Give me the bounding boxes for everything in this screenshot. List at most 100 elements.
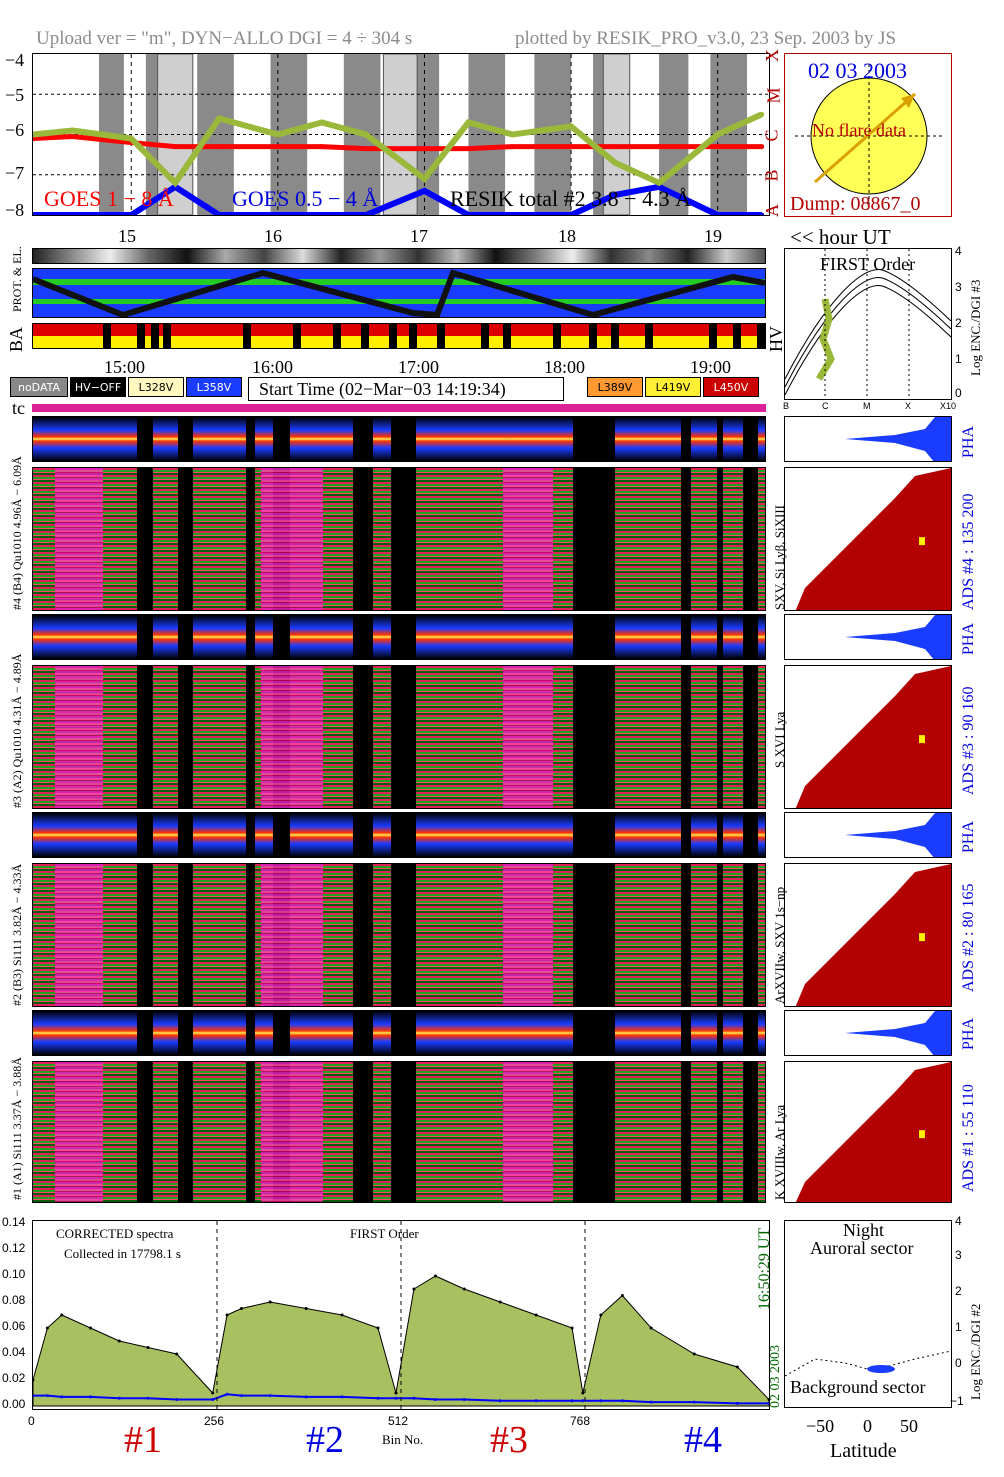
hour-tick: 18 xyxy=(558,226,576,246)
orbit-ytick: 3 xyxy=(955,1248,962,1262)
magenta-band xyxy=(503,864,553,1006)
hv-off-column xyxy=(743,813,758,857)
hv-off-column xyxy=(178,1062,193,1202)
hv-off-column xyxy=(681,666,691,808)
spectrogram-3 xyxy=(32,665,766,809)
goes-class-m: M xyxy=(763,87,784,104)
hv-off-column xyxy=(353,615,373,659)
spectrum-ytick: 0.06 xyxy=(2,1319,26,1333)
first-order-point xyxy=(394,1396,398,1400)
first-order-panel xyxy=(784,248,952,400)
ads-histogram-2 xyxy=(784,863,952,1007)
first-order-point xyxy=(498,1399,502,1403)
tc-label: tc xyxy=(12,398,25,418)
hv-off-column xyxy=(717,468,723,610)
pha-histogram-shape xyxy=(845,1011,951,1055)
legend-l450: L450V xyxy=(703,377,759,397)
hv-off-column xyxy=(717,615,723,659)
header-right: plotted by RESIK_PRO_v3.0, 23 Sep. 2003 … xyxy=(515,28,897,49)
hv-off-column xyxy=(391,468,416,610)
hv-off-column xyxy=(178,615,193,659)
first-order-point xyxy=(89,1395,92,1399)
pha-histogram-shape xyxy=(845,615,951,659)
spectrum-point xyxy=(498,1300,502,1304)
goes-point xyxy=(70,212,76,215)
ba-gap xyxy=(757,324,765,348)
hour-ut-label: << hour UT xyxy=(790,225,891,249)
ads-histogram-shape xyxy=(795,666,951,808)
hv-off-column xyxy=(391,417,416,461)
hv-off-column xyxy=(353,1011,373,1055)
magenta-band xyxy=(261,864,323,1006)
night-band xyxy=(468,54,506,215)
first-order-xtick: C xyxy=(822,401,829,411)
hv-off-column xyxy=(353,1062,373,1202)
pha-label-3: PHA xyxy=(960,622,977,655)
legend-hv-off: HV−OFF xyxy=(70,377,126,397)
hv-off-column xyxy=(573,417,615,461)
ads-histogram-1 xyxy=(784,1061,952,1203)
goes-point xyxy=(421,176,427,182)
hv-off-column xyxy=(573,666,615,808)
goes-point xyxy=(612,160,618,166)
pha-label-1: PHA xyxy=(960,1017,977,1050)
spectrum-point xyxy=(376,1326,380,1330)
goes-ytick: −8 xyxy=(5,200,25,220)
goes-point xyxy=(275,212,281,215)
first-order-svg xyxy=(785,249,951,399)
spectrum-ytick: 0.00 xyxy=(2,1397,26,1411)
hv-off-column xyxy=(717,864,723,1006)
ba-gap xyxy=(361,324,369,348)
goes-point xyxy=(216,144,222,150)
orbit-svg xyxy=(785,1350,951,1377)
bin-label: Bin No. xyxy=(382,1432,424,1447)
spectrum-point xyxy=(599,1313,603,1317)
hv-off-column xyxy=(178,1011,193,1055)
sun-panel xyxy=(784,53,952,217)
hour-tick: 15 xyxy=(118,226,136,246)
hv-off-column xyxy=(137,1011,153,1055)
first-order-point xyxy=(581,1399,585,1403)
goes-chart xyxy=(33,54,769,215)
spectrum-point xyxy=(146,1346,150,1349)
channel-2-label: #2 xyxy=(306,1419,344,1461)
ba-gap xyxy=(389,324,397,348)
goes-point xyxy=(612,144,618,150)
goes-point xyxy=(759,144,765,150)
goes-class-b: B xyxy=(761,169,782,182)
goes-series-3 xyxy=(33,111,763,188)
ba-gap xyxy=(589,324,597,348)
ba-gap xyxy=(553,324,561,348)
hv-off-column xyxy=(391,864,416,1006)
spectrogram-2 xyxy=(32,863,766,1007)
magenta-band xyxy=(261,468,323,610)
pha-strip-3 xyxy=(32,614,766,660)
spectrum-point xyxy=(735,1365,739,1369)
pha-label-4: PHA xyxy=(960,425,977,458)
first-order-point xyxy=(33,1394,35,1398)
goes-point xyxy=(568,212,574,215)
hv-off-column xyxy=(717,417,723,461)
first-order-ytick: 1 xyxy=(955,352,962,366)
first-order-ytick: 2 xyxy=(955,316,962,330)
orbit-auroral: Auroral sector xyxy=(810,1238,914,1258)
goes-point xyxy=(33,132,36,137)
prot-el-svg xyxy=(33,269,765,317)
orbit-ytick: 0 xyxy=(955,1356,962,1370)
hv-off-column xyxy=(273,813,290,857)
ba-hv-strip xyxy=(32,323,766,349)
pha-label-2: PHA xyxy=(960,820,977,853)
time-tick: 18:00 xyxy=(544,357,586,377)
detector-2-spec-label: ArXVIIw, SXV 1s−np xyxy=(772,886,787,1004)
ads-histogram-shape xyxy=(795,468,951,610)
orbit-night: Night xyxy=(843,1220,885,1240)
ba-hv-svg xyxy=(33,324,765,348)
tc-bar xyxy=(32,404,766,412)
detector-2-label: #2 (B3) Si111 3.82Å − 4.33Å xyxy=(10,863,24,1006)
sun-svg xyxy=(795,64,945,208)
hv-off-column xyxy=(353,666,373,808)
hv-off-column xyxy=(573,813,615,857)
sun-flare-text: No flare data xyxy=(812,120,906,140)
goes-point xyxy=(363,132,369,137)
orbit-ytick: 4 xyxy=(955,1214,962,1228)
